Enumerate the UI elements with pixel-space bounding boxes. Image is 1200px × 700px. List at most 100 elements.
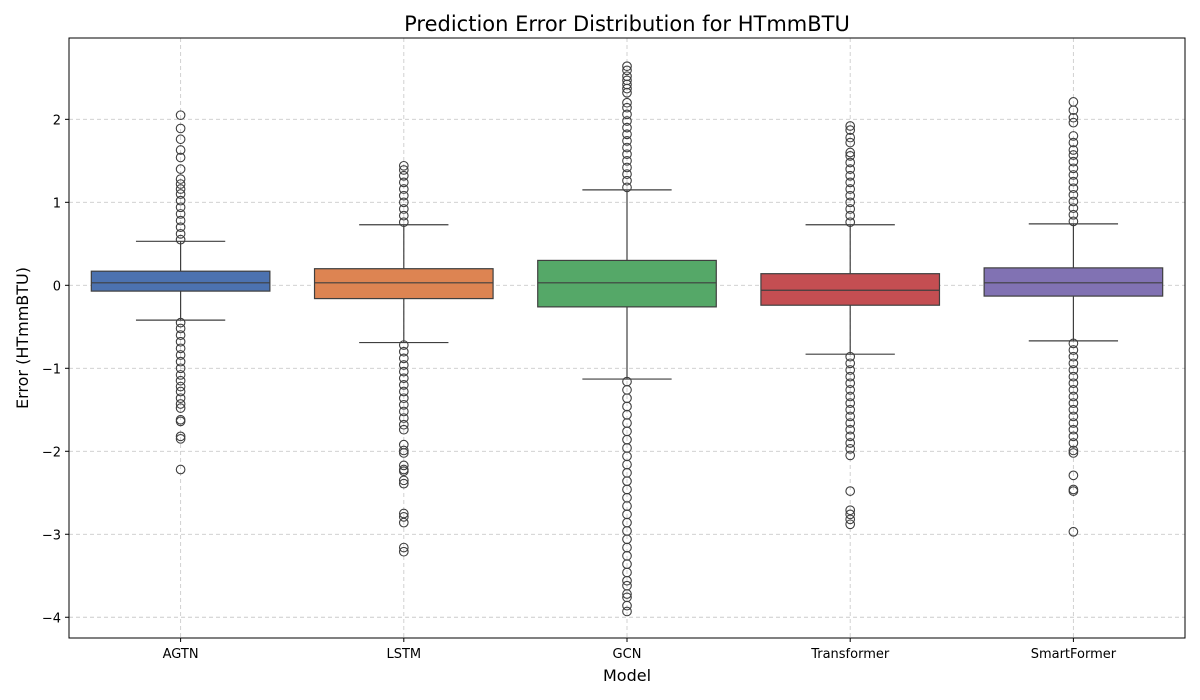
- y-tick-label: −3: [42, 528, 61, 543]
- outlier-point: [845, 170, 856, 181]
- outlier-point: [845, 443, 856, 454]
- outlier-point: [845, 177, 856, 188]
- outlier-point: [175, 222, 186, 233]
- outlier-point: [175, 399, 186, 409]
- outlier-point: [175, 229, 186, 239]
- outlier-point: [845, 184, 856, 194]
- outlier-point: [175, 386, 186, 397]
- iqr-box: [760, 273, 941, 306]
- outlier-point: [175, 330, 186, 340]
- outlier-point: [175, 179, 186, 189]
- outlier-point: [175, 381, 186, 392]
- outlier-point: [398, 165, 409, 175]
- outlier-point: [398, 160, 409, 171]
- outlier-point: [175, 110, 186, 121]
- outlier-point: [622, 61, 632, 72]
- outlier-point: [398, 197, 409, 208]
- outlier-point: [845, 438, 856, 448]
- outlier-point: [845, 519, 856, 530]
- x-tick-label: AGTN: [163, 647, 199, 662]
- outlier-point: [845, 210, 856, 221]
- outlier-point: [1068, 470, 1079, 481]
- outlier-point: [398, 210, 409, 221]
- outlier-point: [398, 517, 409, 528]
- outlier-point: [175, 174, 186, 184]
- outlier-point: [398, 353, 409, 364]
- outlier-point: [1068, 203, 1079, 213]
- outlier-point: [622, 606, 632, 617]
- y-tick-label: −4: [42, 611, 61, 626]
- outlier-point: [1068, 398, 1079, 408]
- outlier-point: [1068, 156, 1079, 167]
- outlier-point: [622, 600, 632, 611]
- outlier-point: [398, 424, 409, 435]
- x-tick-label: Transformer: [810, 647, 890, 662]
- y-axis: 2 1 0 −1 −2 −3 −4: [42, 113, 69, 626]
- outlier-point: [845, 424, 856, 435]
- outlier-point: [398, 217, 409, 228]
- outlier-point: [175, 195, 186, 206]
- outlier-point: [398, 445, 409, 456]
- outlier-point: [1068, 196, 1079, 207]
- outlier-point: [845, 147, 856, 158]
- outlier-point: [398, 406, 409, 417]
- outlier-point: [1068, 351, 1079, 362]
- outlier-point: [845, 190, 856, 201]
- outlier-point: [1068, 526, 1079, 537]
- outlier-point: [398, 346, 409, 357]
- outlier-point: [398, 184, 409, 194]
- box-transformer: [760, 121, 941, 530]
- outlier-point: [845, 371, 856, 382]
- outlier-point: [175, 209, 186, 219]
- outlier-point: [845, 157, 856, 168]
- outlier-point: [1068, 131, 1079, 141]
- outlier-point: [175, 317, 186, 328]
- outlier-point: [1068, 411, 1079, 422]
- outlier-point: [398, 511, 409, 522]
- outlier-point: [175, 152, 186, 163]
- box-lstm: [313, 160, 494, 557]
- outlier-point: [398, 393, 409, 404]
- outlier-point: [175, 343, 186, 354]
- outlier-point: [622, 97, 632, 108]
- outlier-point: [845, 398, 856, 408]
- outlier-point: [175, 433, 186, 444]
- outlier-point: [845, 164, 856, 174]
- outlier-point: [398, 542, 409, 553]
- outlier-point: [622, 75, 632, 86]
- box-series: [90, 61, 1164, 617]
- outlier-point: [845, 358, 856, 369]
- outlier-point: [175, 416, 186, 427]
- outlier-point: [845, 404, 856, 415]
- outlier-point: [1068, 358, 1079, 369]
- outlier-point: [398, 170, 409, 181]
- outlier-point: [1068, 150, 1079, 160]
- outlier-point: [622, 65, 632, 76]
- outlier-point: [175, 403, 186, 413]
- iqr-box: [537, 259, 717, 308]
- outlier-point: [398, 419, 409, 430]
- outlier-point: [622, 575, 632, 586]
- outlier-point: [398, 546, 409, 557]
- outlier-point: [845, 132, 856, 143]
- outlier-point: [398, 460, 409, 471]
- x-tick-label: LSTM: [386, 647, 421, 662]
- iqr-box: [90, 270, 271, 292]
- outlier-point: [845, 450, 856, 461]
- outlier-point: [1068, 378, 1079, 389]
- outlier-point: [398, 340, 409, 350]
- outlier-point: [1068, 117, 1079, 128]
- y-tick-label: 1: [53, 196, 61, 211]
- outlier-point: [1068, 431, 1079, 442]
- y-tick-label: 2: [53, 113, 61, 128]
- outlier-point: [845, 150, 856, 161]
- outlier-point: [398, 413, 409, 423]
- outlier-point: [845, 217, 856, 228]
- outlier-point: [845, 197, 856, 208]
- outlier-point: [175, 215, 186, 226]
- outlier-point: [845, 365, 856, 375]
- outlier-point: [1068, 163, 1079, 174]
- outlier-point: [175, 145, 186, 155]
- y-tick-label: −1: [42, 362, 61, 377]
- outlier-point: [1068, 137, 1079, 148]
